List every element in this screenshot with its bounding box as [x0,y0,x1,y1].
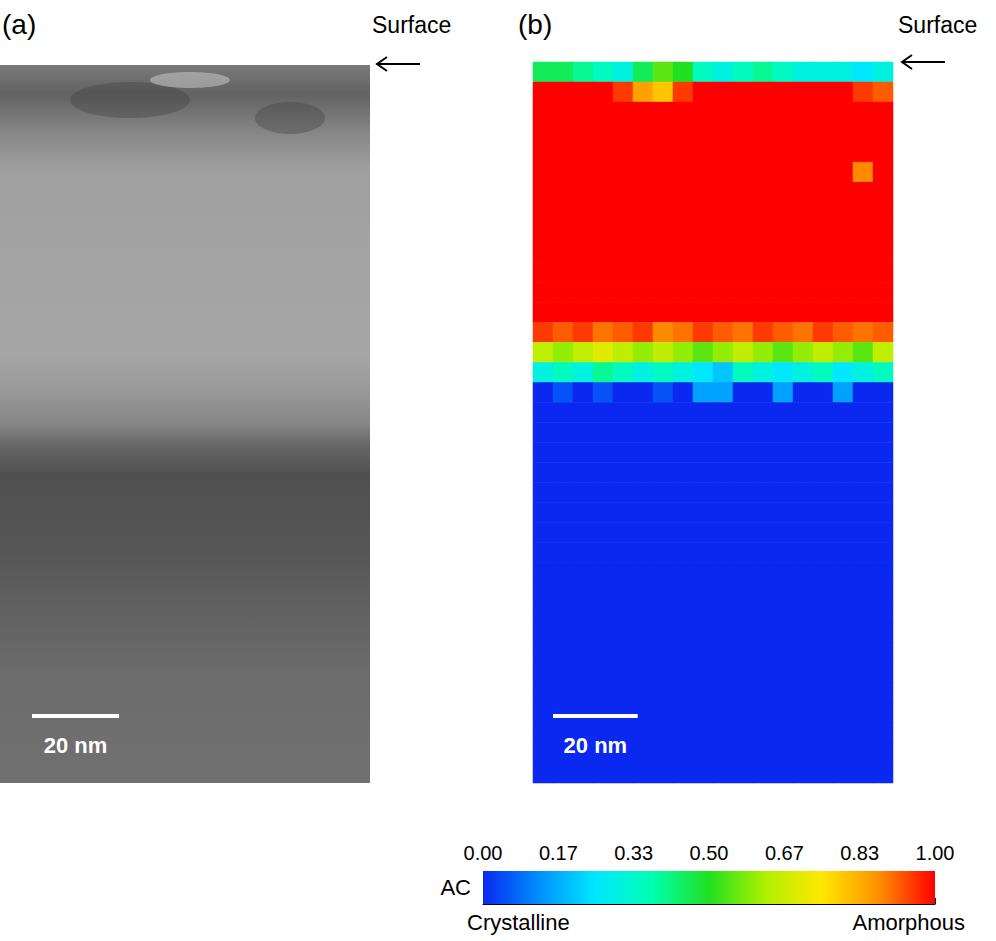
svg-text:20 nm: 20 nm [44,733,108,758]
svg-text:0.17: 0.17 [539,842,578,864]
svg-text:0.00: 0.00 [464,842,503,864]
svg-text:20 nm: 20 nm [564,733,628,758]
svg-text:Surface: Surface [372,12,451,38]
svg-text:AC: AC [440,875,471,900]
svg-text:(a): (a) [2,9,36,40]
svg-text:0.33: 0.33 [614,842,653,864]
svg-text:(b): (b) [518,9,552,40]
svg-text:0.83: 0.83 [840,842,879,864]
svg-text:Surface: Surface [898,12,977,38]
svg-text:Amorphous: Amorphous [852,910,965,935]
svg-text:Crystalline: Crystalline [467,910,570,935]
svg-text:1.00: 1.00 [916,842,955,864]
svg-text:0.67: 0.67 [765,842,804,864]
svg-text:0.50: 0.50 [690,842,729,864]
